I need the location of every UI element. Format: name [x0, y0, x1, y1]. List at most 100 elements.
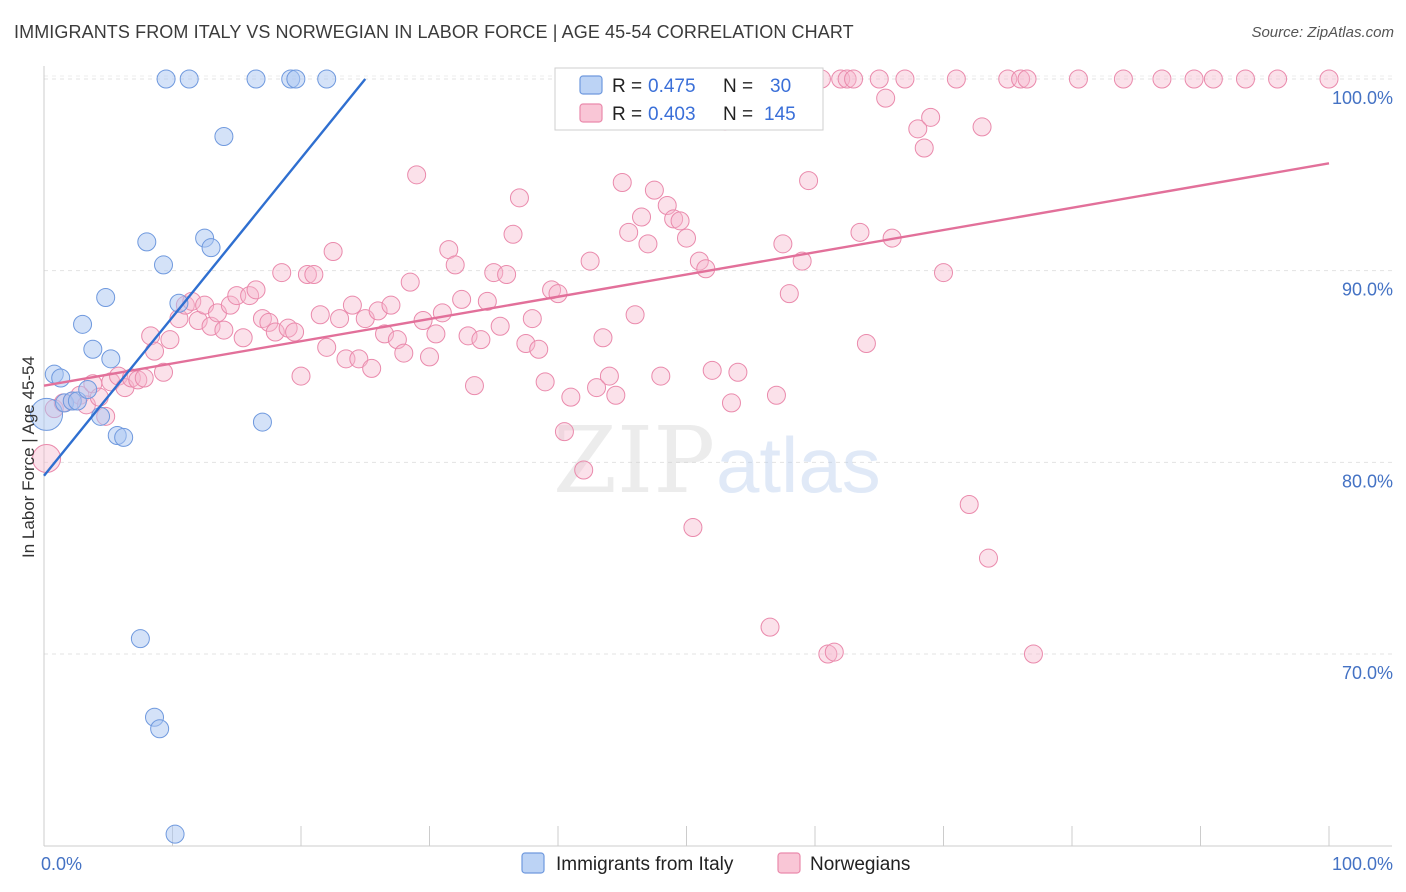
norwegian-point: [259, 312, 279, 332]
y-tick-label-100: 100.0%: [1332, 88, 1393, 108]
norwegian-point: [1152, 69, 1172, 89]
norwegian-point: [760, 617, 780, 637]
norwegian-point: [432, 303, 452, 323]
norwegian-point: [426, 324, 446, 344]
legend-swatch-norwegian: [579, 103, 603, 123]
norwegian-point: [702, 360, 722, 380]
y-tick-labels: 70.0% 80.0% 90.0% 100.0%: [1332, 88, 1393, 683]
norwegian-point: [792, 251, 812, 271]
norwegian-point: [509, 188, 529, 208]
norwegian-point: [1184, 69, 1204, 89]
trend-lines: [43, 78, 1330, 477]
italy-point: [91, 406, 111, 426]
norwegian-point: [233, 328, 253, 348]
norwegian-point: [554, 422, 574, 442]
norwegian-point: [824, 642, 844, 662]
norwegian-point: [529, 339, 549, 359]
norwegian-point: [908, 119, 928, 139]
norwegian-point: [779, 284, 799, 304]
norwegian-point: [837, 69, 857, 89]
italy-point: [179, 69, 199, 89]
norwegian-point: [265, 322, 285, 342]
watermark-zip: ZIP: [553, 407, 715, 514]
norwegian-point: [946, 69, 966, 89]
italy-point: [137, 232, 157, 252]
norwegian-point: [497, 265, 517, 284]
norwegian-point: [342, 295, 362, 315]
italy-point: [246, 69, 266, 89]
norwegian-point: [477, 291, 497, 311]
norwegian-point: [400, 272, 420, 292]
italy-point: [78, 380, 98, 399]
norwegian-point: [458, 326, 478, 346]
bottom-legend-swatch-norwegian: [777, 852, 801, 874]
norwegian-point: [220, 295, 240, 315]
axes: [43, 66, 1392, 847]
norwegian-point: [420, 347, 439, 367]
norwegian-point: [670, 211, 690, 231]
norwegian-point: [728, 362, 748, 382]
norwegian-points: [32, 69, 1339, 664]
norwegian-point: [574, 460, 594, 480]
norwegian-point: [1011, 69, 1031, 89]
watermark: ZIP atlas: [553, 407, 881, 514]
italy-point: [286, 69, 306, 89]
italy-point: [30, 397, 64, 431]
norwegian-point: [246, 280, 266, 300]
norwegian-point: [407, 165, 427, 185]
norwegian-point: [869, 69, 889, 89]
norwegian-point: [1203, 69, 1223, 89]
norwegian-point: [317, 337, 337, 357]
norwegian-point: [683, 518, 703, 537]
norwegian-point: [464, 376, 484, 396]
norwegian-trend-line: [43, 162, 1330, 387]
norwegian-point: [766, 385, 786, 405]
italy-point: [165, 824, 185, 844]
norwegian-point: [844, 69, 864, 89]
norwegian-point: [375, 324, 395, 344]
norwegian-point: [625, 305, 645, 325]
x-tick-label-100: 100.0%: [1332, 854, 1393, 874]
norwegian-point: [394, 343, 414, 363]
correlation-legend: R = 0.475 N = 30 R = 0.403 N = 145: [554, 67, 824, 131]
italy-point: [154, 255, 174, 275]
norwegian-point: [856, 334, 876, 353]
y-tick-label-70: 70.0%: [1342, 663, 1393, 683]
norwegian-point: [1319, 69, 1339, 89]
norwegian-point: [368, 301, 388, 321]
norwegian-point: [696, 259, 716, 279]
norwegian-point: [876, 88, 896, 108]
italy-point: [96, 288, 116, 307]
source-label: Source: ZipAtlas.com: [1251, 24, 1394, 41]
legend-r-label-italy: R =: [612, 76, 642, 97]
norwegian-point: [1023, 644, 1043, 664]
norwegian-point: [612, 173, 632, 192]
norwegian-point: [145, 341, 165, 361]
bottom-legend-swatch-italy: [521, 852, 545, 874]
italy-point: [83, 339, 103, 359]
norwegian-point: [1235, 69, 1255, 89]
italy-points: [30, 69, 337, 844]
italy-point: [73, 314, 93, 334]
norwegian-point: [516, 334, 536, 353]
norwegian-point: [452, 289, 472, 309]
norwegian-point: [297, 265, 317, 284]
italy-point: [150, 719, 170, 739]
legend-n-value-norwegian: 145: [764, 104, 796, 125]
norwegian-point: [1268, 69, 1288, 89]
norwegian-point: [272, 263, 292, 283]
watermark-atlas: atlas: [716, 421, 881, 509]
legend-n-value-italy: 30: [770, 76, 791, 97]
norwegian-point: [1113, 69, 1133, 89]
legend-n-label-norwegian: N =: [723, 104, 753, 125]
norwegian-point: [535, 372, 555, 392]
norwegian-point: [285, 322, 305, 342]
italy-trend-line: [43, 78, 367, 477]
bottom-legend-label-italy: Immigrants from Italy: [556, 854, 734, 875]
norwegian-point: [619, 222, 639, 242]
norwegian-point: [934, 263, 953, 283]
norwegian-point: [818, 644, 838, 664]
chart-title: IMMIGRANTS FROM ITALY VS NORWEGIAN IN LA…: [14, 22, 854, 42]
y-axis-label: In Labor Force | Age 45-54: [19, 356, 38, 558]
norwegian-point: [689, 251, 709, 271]
